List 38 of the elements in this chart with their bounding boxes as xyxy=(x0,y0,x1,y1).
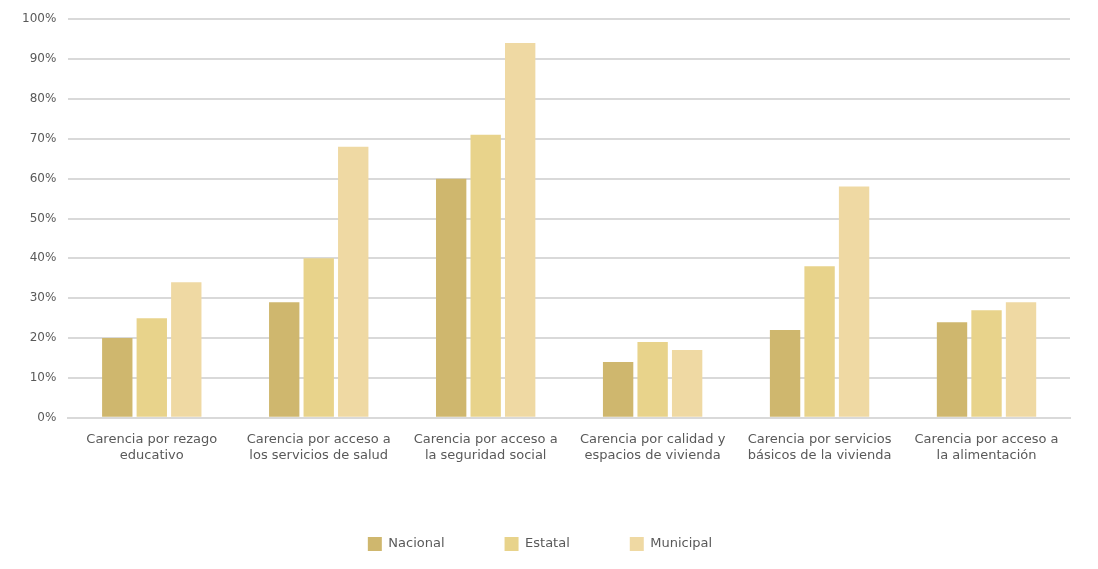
bar xyxy=(269,302,300,417)
x-tick-label: Carencia por acceso a la alimentación xyxy=(914,430,1059,462)
bar xyxy=(470,134,501,417)
bar xyxy=(936,322,968,417)
legend-label: Municipal xyxy=(650,535,713,551)
bar xyxy=(436,178,467,417)
x-tick-label: Carencia por acceso a los servicios de salud xyxy=(246,430,391,462)
bar xyxy=(338,146,369,417)
bar xyxy=(804,266,835,417)
bar xyxy=(602,362,634,417)
bar xyxy=(671,350,703,417)
y-tick-label: 70% xyxy=(29,130,57,145)
x-tick-label: Carencia por calidad y espacios de vivienda xyxy=(579,430,726,462)
y-tick-label: 30% xyxy=(29,290,57,305)
x-tick-label: Carencia por acceso a la seguridad social xyxy=(413,430,558,462)
bar xyxy=(637,342,668,417)
bar xyxy=(838,186,870,417)
legend-label: Nacional xyxy=(388,535,445,551)
bar xyxy=(505,43,536,417)
y-tick-label: 10% xyxy=(29,370,57,385)
y-tick-label: 0% xyxy=(37,409,57,424)
bar xyxy=(102,338,133,417)
y-tick-label: 40% xyxy=(29,250,57,265)
bar xyxy=(303,258,334,417)
bar xyxy=(171,282,202,417)
y-tick-label: 100% xyxy=(21,11,57,26)
legend-label: Estatal xyxy=(525,535,570,551)
bar xyxy=(769,330,801,417)
bar xyxy=(136,318,167,417)
y-tick-label: 50% xyxy=(29,210,57,225)
bar xyxy=(971,310,1002,417)
y-tick-label: 90% xyxy=(29,51,57,66)
y-tick-label: 60% xyxy=(29,170,57,185)
y-tick-label: 20% xyxy=(29,330,57,345)
x-tick-label: Carencia por rezago educativo xyxy=(86,430,218,462)
bar xyxy=(1005,302,1037,417)
x-tick-label: Carencia por servicios básicos de la vivienda xyxy=(747,430,892,462)
y-tick-label: 80% xyxy=(29,91,57,106)
